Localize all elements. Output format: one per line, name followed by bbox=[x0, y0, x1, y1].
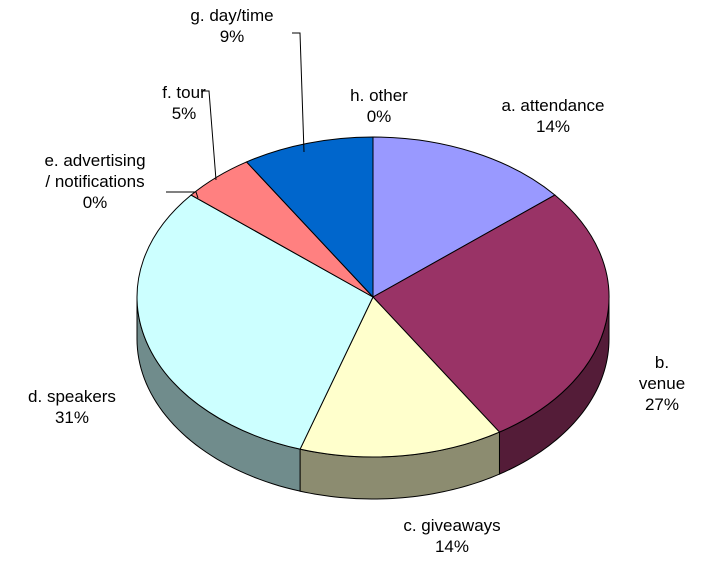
slice-label: f. tour 5% bbox=[162, 82, 205, 124]
value-label: 31% bbox=[54, 408, 90, 427]
slice-label: a. attendance 14% bbox=[501, 95, 604, 137]
category-label: c. giveaways bbox=[403, 516, 501, 535]
category-label: f. tour bbox=[162, 83, 206, 102]
category-label: e. advertising / notifications bbox=[44, 151, 146, 191]
slice-label: b. venue 27% bbox=[639, 352, 685, 415]
pie-slice bbox=[245, 136, 374, 299]
slice-label: d. speakers 31% bbox=[28, 386, 116, 428]
value-label: 27% bbox=[644, 395, 680, 414]
category-label: h. other bbox=[350, 86, 408, 105]
leader-lines bbox=[166, 32, 305, 199]
leader-line bbox=[292, 32, 305, 153]
leader-line bbox=[166, 191, 199, 199]
pie-slice bbox=[136, 194, 374, 450]
pie-slice bbox=[372, 136, 556, 298]
slice-label: c. giveaways 14% bbox=[403, 515, 500, 557]
value-label: 14% bbox=[535, 117, 571, 136]
category-label: a. attendance bbox=[501, 96, 605, 115]
slice-label: h. other 0% bbox=[350, 85, 408, 127]
value-label: 5% bbox=[171, 104, 197, 123]
value-label: 0% bbox=[366, 107, 392, 126]
category-label: d. speakers bbox=[28, 387, 116, 406]
category-label: b. venue bbox=[638, 353, 686, 393]
value-label: 14% bbox=[434, 537, 470, 556]
pie-slice bbox=[299, 296, 501, 458]
pie-tops bbox=[136, 136, 610, 458]
slice-label: e. advertising / notifications 0% bbox=[44, 150, 145, 213]
leader-line bbox=[201, 90, 217, 181]
value-label: 0% bbox=[82, 193, 108, 212]
slice-label: g. day/time 9% bbox=[190, 5, 273, 47]
value-label: 9% bbox=[219, 27, 245, 46]
pie-slice bbox=[372, 194, 610, 433]
category-label: g. day/time bbox=[190, 6, 274, 25]
